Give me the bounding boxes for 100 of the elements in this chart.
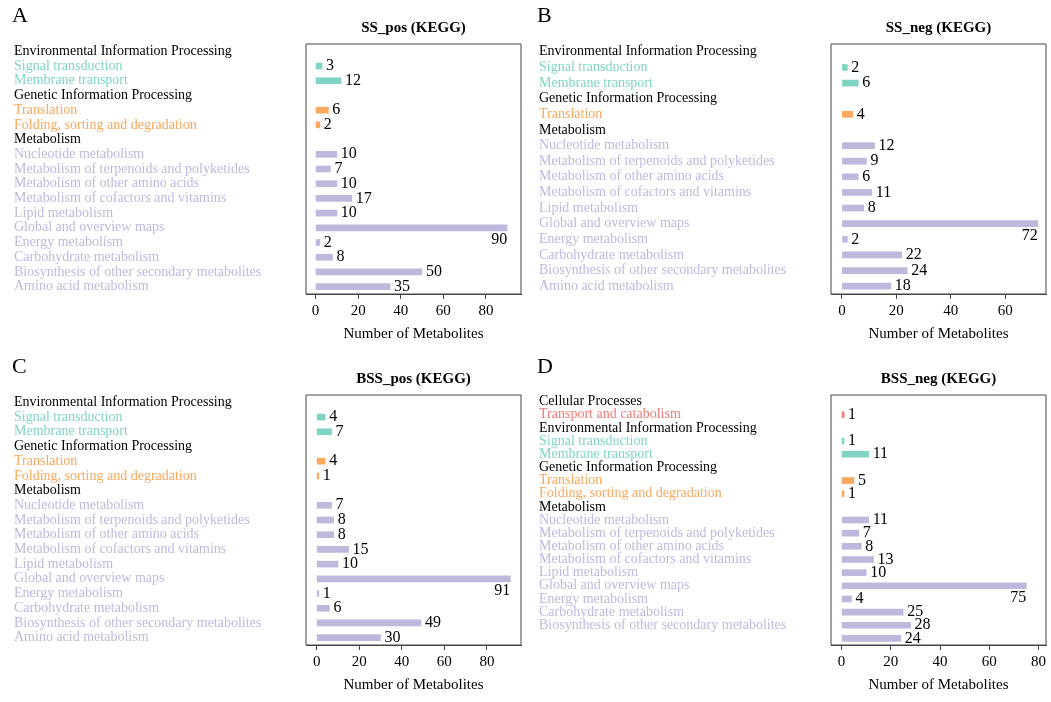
data-label: 15 <box>352 539 369 557</box>
x-tick-label: 60 <box>436 652 452 669</box>
y-tick-label: Signal transduction <box>539 59 648 75</box>
data-label: 10 <box>341 554 358 572</box>
bar <box>315 239 321 246</box>
text: B <box>537 2 552 28</box>
text: A <box>12 2 28 28</box>
x-tick-label: 0 <box>837 652 846 669</box>
bar <box>841 516 870 524</box>
y-tick-label: Genetic Information Processing <box>539 90 718 106</box>
bar <box>842 220 1039 228</box>
y-tick-label: Metabolism of other amino acids <box>539 168 725 184</box>
data-label: 7 <box>335 495 344 513</box>
x-tick-label: 0 <box>311 301 320 318</box>
y-tick-label: Environmental Information Processing <box>14 43 232 59</box>
data-label: 5 <box>857 470 866 488</box>
x-axis-title: Number of Metabolites <box>868 675 1009 692</box>
x-tick-label: 20 <box>350 301 366 318</box>
data-label: 9 <box>870 151 879 169</box>
y-tick-label: Genetic Information Processing <box>539 459 718 475</box>
y-tick-label: Folding, sorting and degradation <box>14 116 197 132</box>
data-label: 49 <box>424 613 441 631</box>
y-tick-label: Translation <box>539 105 603 121</box>
y-tick-label: Transport and catabolism <box>539 406 681 422</box>
bar <box>841 477 855 484</box>
data-label: 11 <box>872 510 889 528</box>
x-tick-label: 20 <box>888 301 904 318</box>
bar <box>315 150 338 158</box>
data-label: 7 <box>334 159 343 177</box>
y-tick-label: Energy metabolism <box>539 230 649 246</box>
bar <box>841 595 852 603</box>
chart-title: SS_neg (KEGG) <box>885 19 992 37</box>
bar <box>316 457 326 465</box>
y-tick-label: Environmental Information Processing <box>539 43 757 59</box>
y-tick-label: Nucleotide metabolism <box>14 496 145 512</box>
x-tick-label: 20 <box>883 652 899 669</box>
bar <box>842 173 859 181</box>
y-tick-label: Membrane transport <box>14 423 129 439</box>
y-tick-label: Nucleotide metabolism <box>14 145 145 161</box>
x-tick-label: 20 <box>351 652 367 669</box>
bar <box>315 253 333 261</box>
y-tick-label: Metabolism <box>14 131 81 147</box>
y-tick-label: Metabolism of terpenoids and polyketides <box>539 524 775 540</box>
data-label: 2 <box>323 232 332 250</box>
x-tick-label: 60 <box>435 301 451 318</box>
data-label: 3 <box>325 56 334 74</box>
y-tick-label: Translation <box>14 452 78 468</box>
bar <box>841 542 862 550</box>
bar <box>316 501 332 509</box>
bar <box>842 189 873 196</box>
bar <box>315 195 353 202</box>
data-label: 6 <box>333 598 342 616</box>
y-tick-label: Amino acid metabolism <box>539 277 674 293</box>
data-label: 91 <box>494 581 511 599</box>
y-tick-label: Biosynthesis of other secondary metabolites <box>539 616 787 632</box>
y-tick-label: Environmental Information Processing <box>14 394 232 410</box>
data-label: 1 <box>322 583 331 601</box>
data-label: 17 <box>355 188 372 206</box>
bar <box>316 428 332 436</box>
y-tick-label: Carbohydrate metabolism <box>14 248 160 264</box>
data-label: 1 <box>848 431 857 449</box>
data-label: 1 <box>848 483 857 501</box>
y-tick-label: Lipid metabolism <box>14 204 114 220</box>
chart-title: BSS_pos (KEGG) <box>356 370 471 388</box>
y-tick-label: Carbohydrate metabolism <box>539 246 685 262</box>
data-label: 35 <box>394 276 411 294</box>
bar <box>842 267 908 274</box>
y-tick-label: Cellular Processes <box>539 393 643 409</box>
chart-title: SS_pos (KEGG) <box>361 19 466 37</box>
y-tick-label: Metabolism of terpenoids and polyketides <box>539 152 775 168</box>
data-label: 4 <box>329 407 338 425</box>
y-tick-label: Global and overview maps <box>14 570 165 586</box>
y-tick-label: Metabolism of cofactors and vitamins <box>14 541 227 557</box>
y-tick-label: Signal transduction <box>539 432 648 448</box>
x-tick-label: 60 <box>997 301 1013 318</box>
bar <box>315 224 508 232</box>
y-tick-label: Amino acid metabolism <box>14 278 149 294</box>
y-tick-label: Energy metabolism <box>14 585 124 601</box>
data-label: 6 <box>862 167 871 185</box>
bar <box>316 634 381 641</box>
x-axis-title: Number of Metabolites <box>868 324 1009 341</box>
y-tick-label: Metabolism of cofactors and vitamins <box>539 184 752 200</box>
y-tick-label: Nucleotide metabolism <box>539 511 670 527</box>
bar <box>841 621 911 629</box>
bar <box>841 450 870 458</box>
chart-title: BSS_neg (KEGG) <box>880 370 997 388</box>
bar <box>842 79 859 87</box>
y-tick-label: Biosynthesis of other secondary metabolites <box>14 614 262 630</box>
y-tick-label: Biosynthesis of other secondary metabolites <box>539 262 787 278</box>
data-label: 6 <box>862 73 871 91</box>
x-tick-label: 60 <box>981 652 997 669</box>
data-label: 50 <box>426 262 443 280</box>
bar <box>315 283 391 290</box>
data-label: 4 <box>855 589 864 607</box>
data-label: 8 <box>867 198 876 216</box>
y-tick-label: Signal transduction <box>14 57 123 73</box>
y-tick-label: Global and overview maps <box>539 215 690 231</box>
y-tick-label: Translation <box>14 101 78 117</box>
x-tick-label: 0 <box>312 652 321 669</box>
y-tick-label: Membrane transport <box>539 74 654 90</box>
